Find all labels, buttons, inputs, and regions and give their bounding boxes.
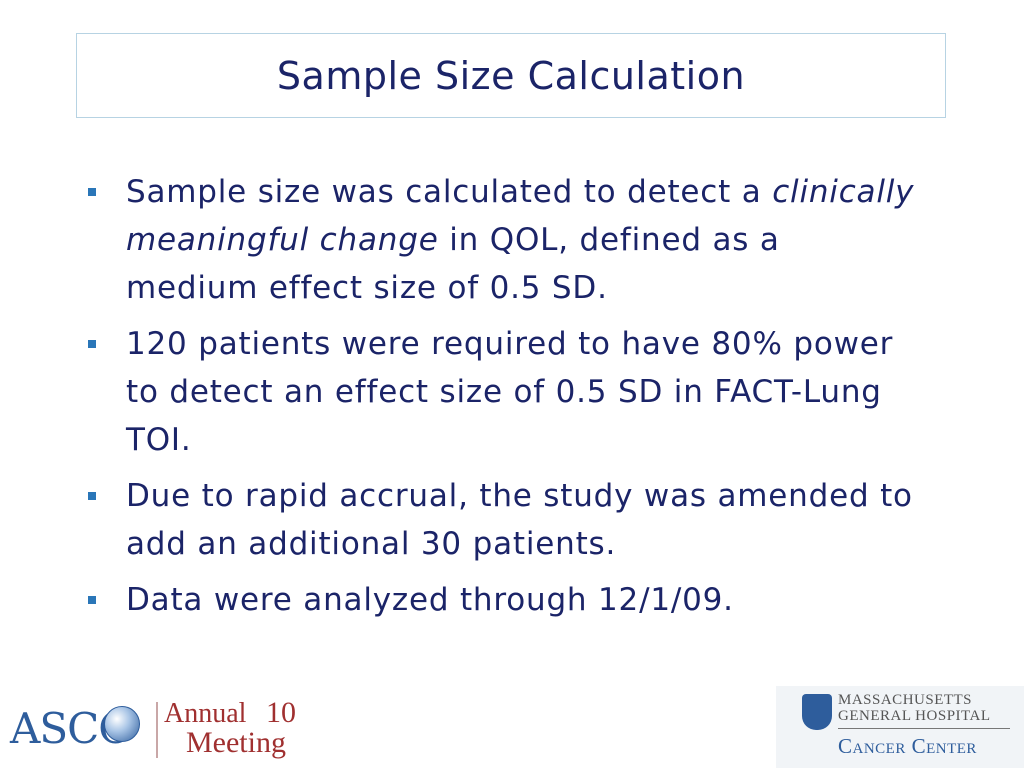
bullet-emphasis: clinically meaningful change: [126, 174, 915, 258]
bullet-square-icon: [88, 188, 96, 196]
bullet-text: 120 patients were required to have 80% p…: [126, 326, 894, 458]
bullet-text: Sample size was calculated to detect a: [126, 174, 773, 210]
mgh-cancer-center: Cancer Center: [838, 734, 977, 758]
globe-icon: [104, 706, 140, 742]
title-box: Sample Size Calculation: [76, 33, 946, 118]
bullet-square-icon: [88, 596, 96, 604]
bullet-item: Data were analyzed through 12/1/09.: [88, 576, 918, 624]
mgh-logo: MASSACHUSETTS GENERAL HOSPITAL Cancer Ce…: [776, 686, 1024, 768]
annual-year: 10: [266, 696, 296, 729]
bullet-item: 120 patients were required to have 80% p…: [88, 320, 918, 464]
slide-title: Sample Size Calculation: [276, 53, 746, 98]
bullet-text: Due to rapid accrual, the study was amen…: [126, 478, 913, 562]
bullet-square-icon: [88, 340, 96, 348]
logo-divider: [156, 702, 158, 758]
asco-logo: ASCO Annual 10 Meeting: [10, 696, 300, 760]
mgh-name-line2: GENERAL HOSPITAL: [838, 708, 991, 724]
mgh-divider: [838, 728, 1010, 729]
bullet-item: Due to rapid accrual, the study was amen…: [88, 472, 918, 568]
bullet-item: Sample size was calculated to detect a c…: [88, 168, 918, 312]
annual-label: Annual: [164, 698, 247, 729]
bullet-text: in QOL, defined as a medium effect size …: [126, 222, 780, 306]
mgh-name-line1: MASSACHUSETTS: [838, 692, 973, 708]
bullet-list: Sample size was calculated to detect a c…: [88, 168, 918, 632]
bullet-square-icon: [88, 492, 96, 500]
bullet-text: Data were analyzed through 12/1/09.: [126, 582, 734, 618]
meeting-label: Meeting: [186, 726, 286, 759]
mgh-shield-icon: [802, 694, 832, 730]
